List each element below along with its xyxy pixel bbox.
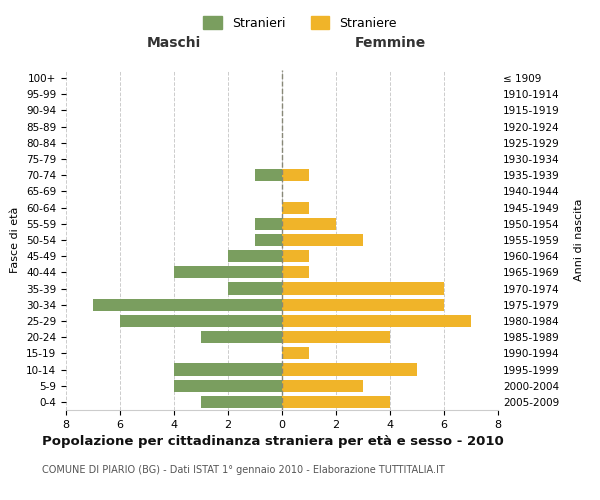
Bar bbox=[228, 250, 282, 262]
Bar bbox=[228, 282, 282, 294]
Bar bbox=[282, 202, 309, 213]
Bar bbox=[282, 315, 471, 327]
Bar bbox=[255, 218, 282, 230]
Bar bbox=[201, 331, 282, 343]
Bar bbox=[282, 234, 363, 246]
Text: Popolazione per cittadinanza straniera per età e sesso - 2010: Popolazione per cittadinanza straniera p… bbox=[42, 435, 504, 448]
Text: Maschi: Maschi bbox=[147, 36, 201, 50]
Bar bbox=[282, 331, 390, 343]
Bar bbox=[93, 298, 282, 311]
Bar bbox=[174, 380, 282, 392]
Bar bbox=[201, 396, 282, 408]
Y-axis label: Anni di nascita: Anni di nascita bbox=[574, 198, 584, 281]
Bar bbox=[255, 169, 282, 181]
Bar bbox=[282, 298, 444, 311]
Bar bbox=[282, 169, 309, 181]
Bar bbox=[282, 218, 336, 230]
Bar bbox=[282, 282, 444, 294]
Text: COMUNE DI PIARIO (BG) - Dati ISTAT 1° gennaio 2010 - Elaborazione TUTTITALIA.IT: COMUNE DI PIARIO (BG) - Dati ISTAT 1° ge… bbox=[42, 465, 445, 475]
Bar bbox=[255, 234, 282, 246]
Text: Femmine: Femmine bbox=[355, 36, 425, 50]
Bar bbox=[282, 266, 309, 278]
Bar bbox=[282, 250, 309, 262]
Y-axis label: Fasce di età: Fasce di età bbox=[10, 207, 20, 273]
Bar bbox=[282, 364, 417, 376]
Bar bbox=[174, 364, 282, 376]
Bar bbox=[282, 348, 309, 360]
Bar bbox=[282, 380, 363, 392]
Bar bbox=[174, 266, 282, 278]
Bar bbox=[282, 396, 390, 408]
Legend: Stranieri, Straniere: Stranieri, Straniere bbox=[198, 11, 402, 35]
Bar bbox=[120, 315, 282, 327]
